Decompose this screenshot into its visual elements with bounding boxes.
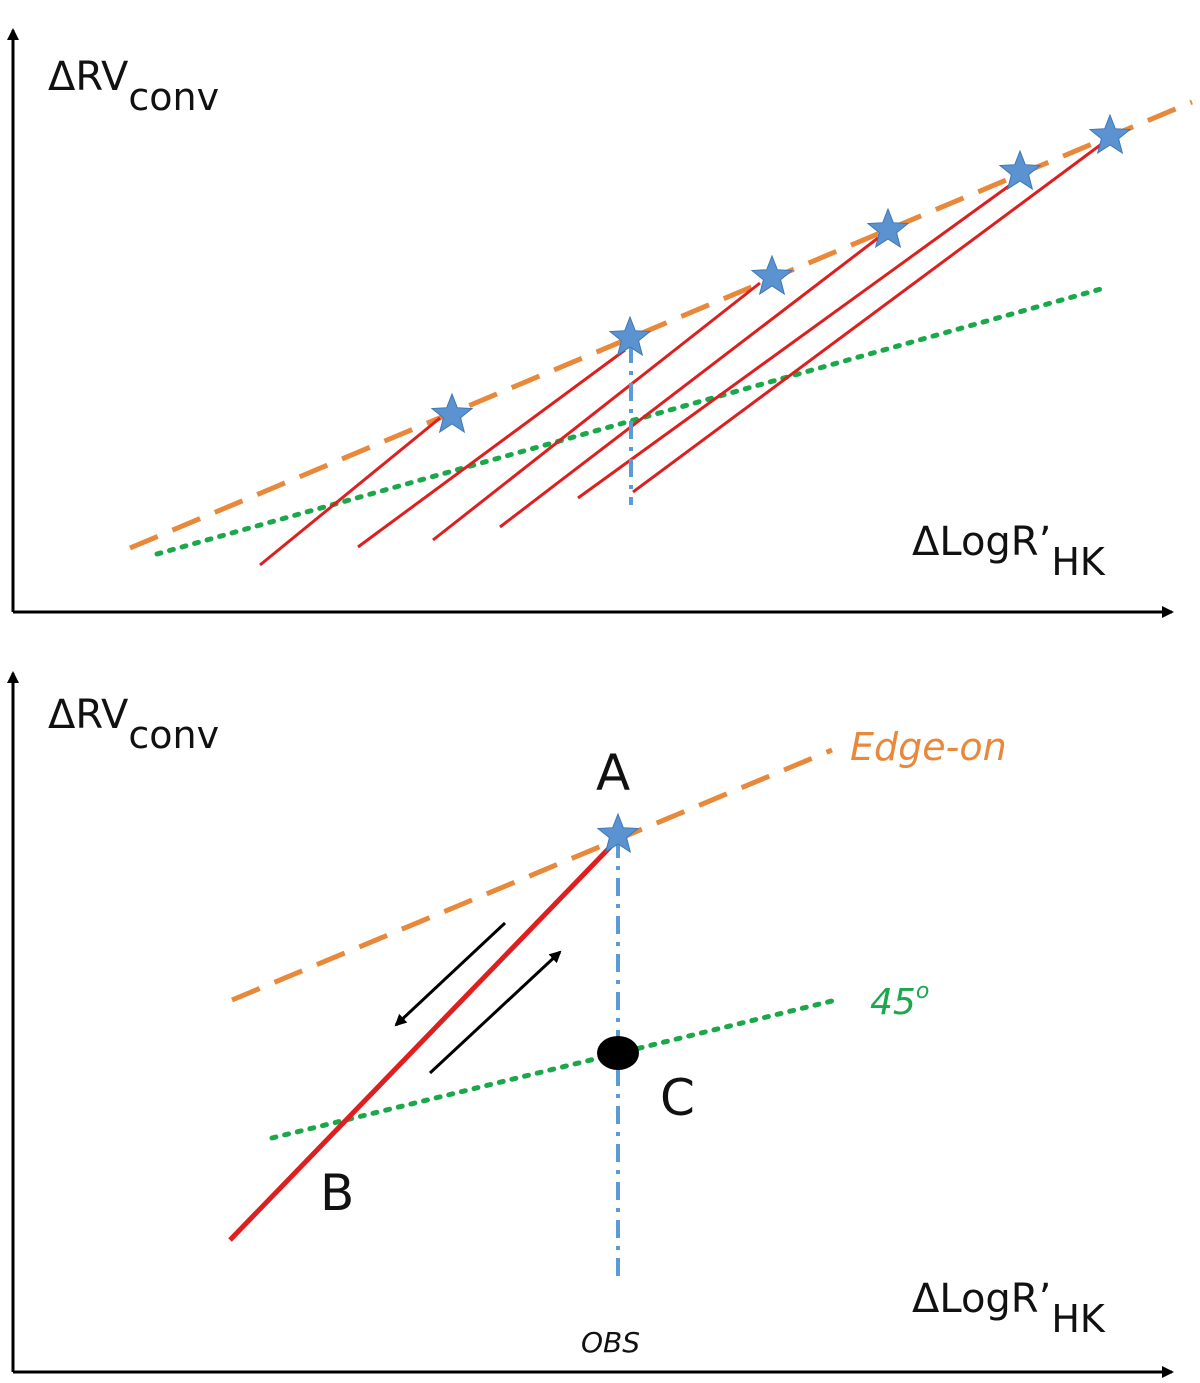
- star-icon: [998, 149, 1042, 191]
- red-track-3: [432, 281, 761, 542]
- top-stars: [430, 113, 1132, 434]
- edge-on-label: Edge-on: [850, 725, 1007, 769]
- arrow-up-icon: [428, 950, 562, 1075]
- bottom-45-degree-curve: [269, 997, 839, 1141]
- obs-label: OBS: [581, 1326, 640, 1359]
- bottom-y-axis-label: ΔRVconv: [48, 692, 219, 757]
- star-icon: [596, 812, 640, 854]
- star-icon: [430, 392, 474, 434]
- bottom-x-axis-label: ΔLogR’HK: [912, 1276, 1106, 1341]
- inclination-label: 45o: [870, 979, 929, 1023]
- star-icon: [866, 207, 910, 249]
- top-red-tracks: [259, 141, 1104, 567]
- arrow-down-icon: [394, 921, 507, 1027]
- top-y-axis-label: ΔRVconv: [48, 54, 219, 119]
- point-b-label: B: [320, 1164, 354, 1222]
- bottom-red-track: [228, 840, 617, 1242]
- star-icon: [596, 812, 640, 854]
- star-icon: [1088, 113, 1132, 155]
- top-edge-on-curve: [129, 99, 1193, 551]
- bottom-panel: ΔRVconv ΔLogR’HK Edge-on 45o OBS A B C: [6, 671, 1174, 1378]
- bottom-edge-on-curve: [231, 747, 833, 1003]
- star-icon: [750, 254, 794, 296]
- red-track-5: [577, 181, 1014, 500]
- star-icon: [608, 315, 652, 357]
- point-c-label: C: [660, 1069, 695, 1127]
- top-panel: ΔRVconv ΔLogR’HK: [6, 28, 1193, 618]
- red-track-6: [632, 141, 1104, 494]
- point-c-marker: [597, 1036, 639, 1070]
- point-a-label: A: [596, 744, 630, 802]
- red-track-4: [499, 236, 879, 529]
- red-track-1: [259, 416, 441, 567]
- top-45-degree-curve: [154, 284, 1111, 557]
- top-x-axis-label: ΔLogR’HK: [912, 519, 1106, 584]
- red-track-2: [357, 348, 626, 549]
